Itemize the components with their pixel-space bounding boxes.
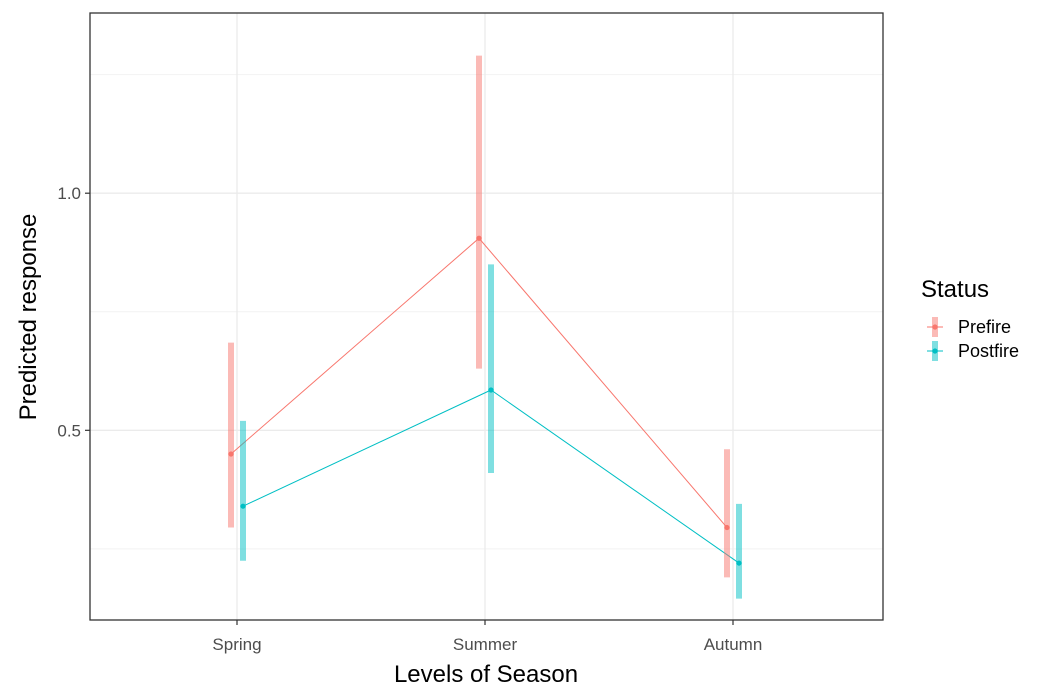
grid-minor: [90, 74, 883, 550]
data-point-prefire: [476, 235, 482, 241]
points: [228, 235, 742, 566]
legend-label-prefire: Prefire: [958, 317, 1011, 337]
data-point-postfire: [240, 503, 246, 509]
y-axis-title: Predicted response: [15, 214, 42, 421]
y-axis: 0.5 1.0: [57, 184, 90, 440]
data-point-prefire: [228, 451, 234, 457]
x-axis: Spring Summer Autumn: [212, 620, 762, 654]
legend-label-postfire: Postfire: [958, 341, 1019, 361]
error-bars: [228, 55, 742, 599]
x-tick-label: Autumn: [704, 635, 763, 654]
data-point-prefire: [724, 524, 730, 531]
legend-key-point-prefire: [932, 324, 938, 330]
data-point-postfire: [736, 560, 742, 566]
legend-title: Status: [921, 276, 989, 303]
legend-keys: [927, 317, 943, 361]
data-point-postfire: [488, 387, 494, 393]
legend: Status Prefire Postfire: [921, 276, 1019, 361]
plot-background: [90, 13, 883, 620]
grid-major: [90, 13, 883, 620]
x-tick-label: Spring: [212, 635, 261, 654]
plot-panel-border: [89, 12, 884, 621]
y-tick-label: 0.5: [57, 421, 81, 440]
x-axis-title: Levels of Season: [394, 661, 578, 688]
y-tick-label: 1.0: [57, 184, 81, 203]
legend-key-point-postfire: [932, 348, 938, 354]
x-tick-label: Summer: [453, 635, 518, 654]
